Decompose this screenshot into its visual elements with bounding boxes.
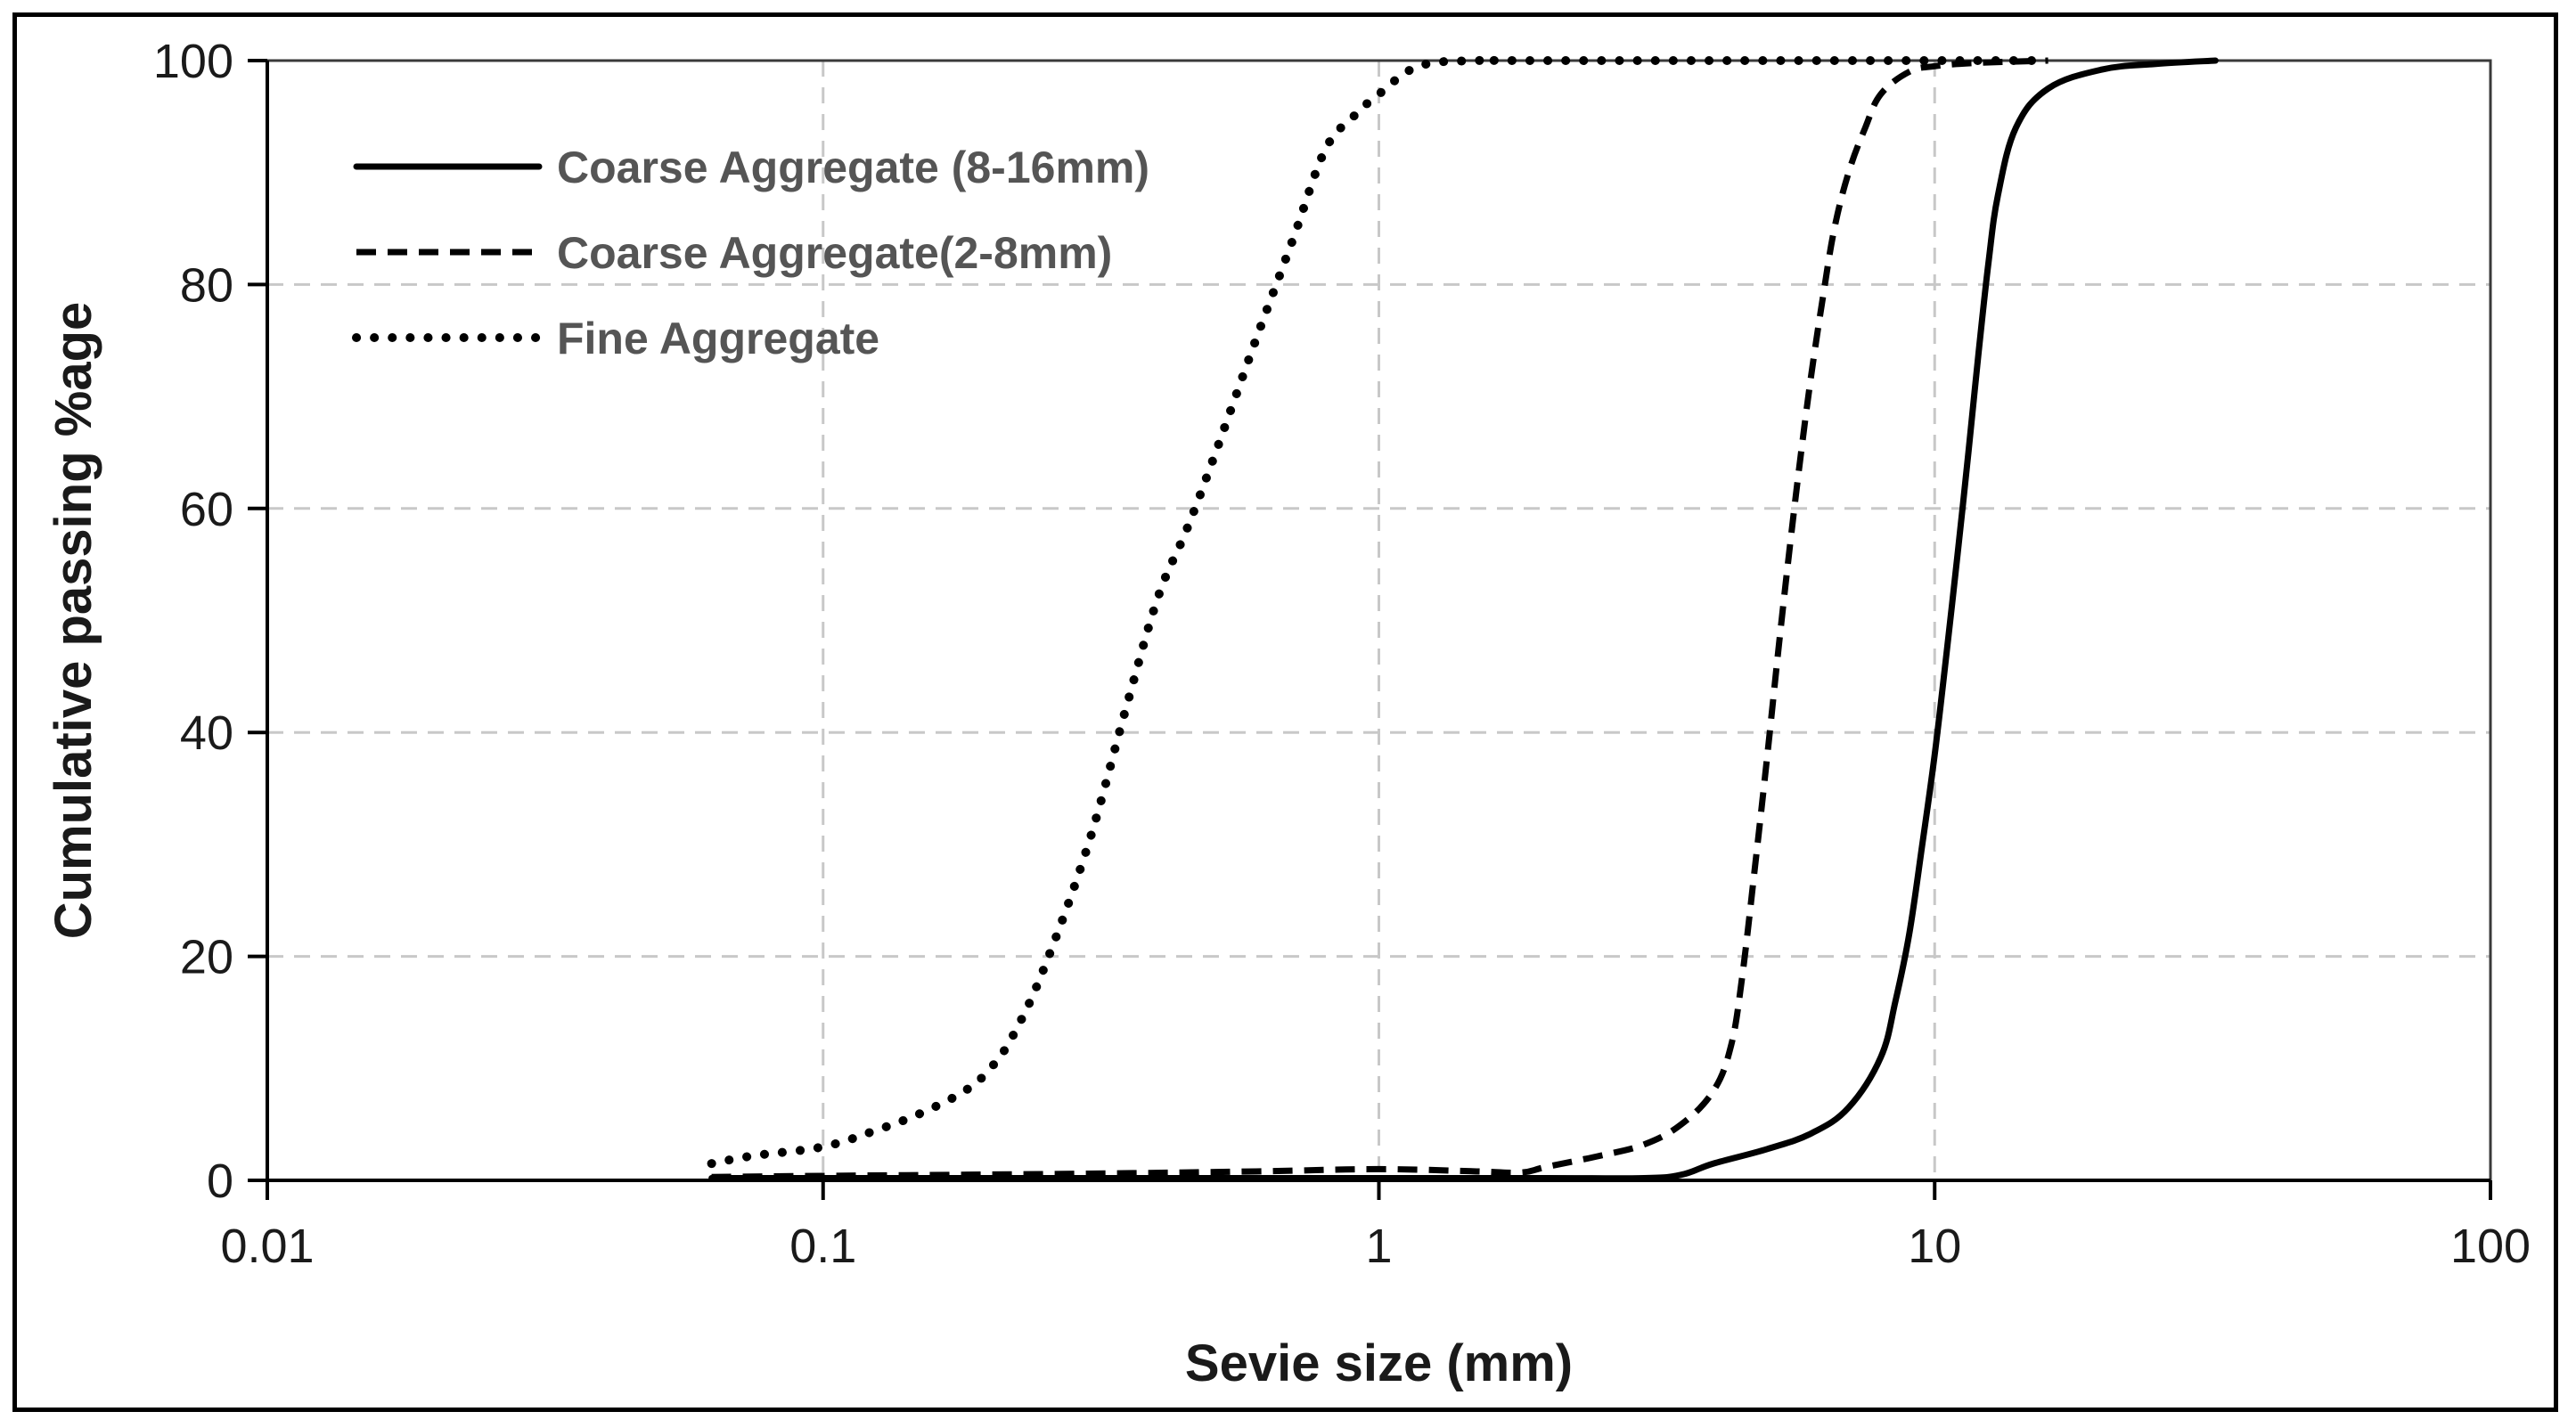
series-line-2 <box>711 57 2049 1180</box>
y-tick-label: 20 <box>180 931 233 984</box>
x-tick-label: 10 <box>1908 1220 1961 1273</box>
y-tick-label: 80 <box>180 258 233 312</box>
legend-label-2: Coarse Aggregate(2-8mm) <box>557 228 1112 278</box>
series-line-3 <box>707 55 2053 1169</box>
axes-layer: 0 20 40 60 80 100 0.01 0.1 1 10 100 <box>153 35 2531 1273</box>
y-tick-label: 100 <box>153 35 233 88</box>
x-tick-label: 1 <box>1365 1220 1392 1273</box>
series-layer <box>707 55 2219 1182</box>
series-line-1 <box>708 57 2219 1182</box>
x-tick-label: 100 <box>2450 1220 2531 1273</box>
y-tick-label: 40 <box>180 706 233 760</box>
y-tick-label: 60 <box>180 483 233 536</box>
x-axis-title: Sevie size (mm) <box>1185 1334 1573 1392</box>
legend-label-1: Coarse Aggregate (8-16mm) <box>557 143 1149 192</box>
y-tick-label: 0 <box>207 1155 233 1208</box>
legend: Coarse Aggregate (8-16mm) Coarse Aggregat… <box>352 143 1149 363</box>
x-tick-label: 0.01 <box>220 1220 314 1273</box>
legend-label-3: Fine Aggregate <box>557 314 879 363</box>
grid-layer <box>267 61 2490 1180</box>
x-tick-label: 0.1 <box>789 1220 856 1273</box>
labels-layer: Sevie size (mm) Cumulative passing %age <box>45 302 1573 1392</box>
y-axis-title: Cumulative passing %age <box>45 302 102 940</box>
